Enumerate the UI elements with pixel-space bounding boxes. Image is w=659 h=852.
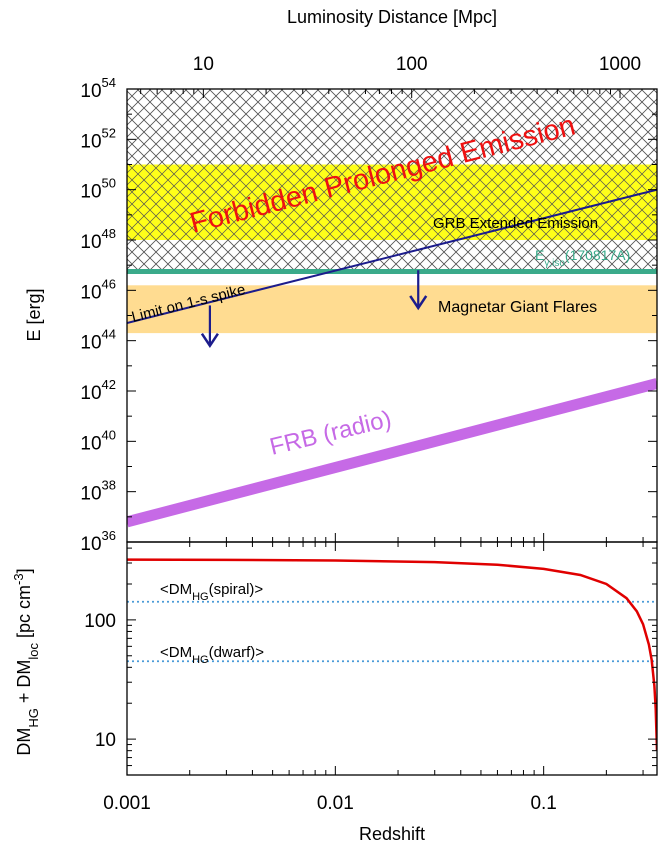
grb-extended-emission-label: GRB Extended Emission [433,215,598,232]
redshift-tick-label: 0.001 [103,793,151,814]
energy-tick-label: 1046 [80,276,116,303]
top-axis-tick-label: 100 [396,54,428,75]
energy-axis-title: E [erg] [24,288,44,341]
energy-panel: 1036 1038 1040 1042 1044 1046 1048 1050 1052 1054… [24,7,658,555]
limit-arrow-head-0 [200,333,219,348]
energy-tick-label: 1042 [80,377,116,404]
dm-spiral-label: <DMHG(spiral)> [160,581,263,603]
energy-tick-label: 1052 [80,125,116,152]
dm-lines [127,558,657,751]
band-region-2 [127,285,657,334]
energy-ticks: 1036 1038 1040 1042 1044 1046 1048 1050 1052 1054… [80,54,657,555]
dm-dwarf-label: <DMHG(dwarf)> [160,644,264,666]
top-axis-tick-label: 1000 [599,54,641,75]
energy-series [127,188,657,528]
energy-tick-label: 1050 [80,176,116,203]
redshift-tick-label: 0.01 [317,793,354,814]
redshift-axis-title: Redshift [359,824,425,844]
limit-1s-spike-line [127,188,657,325]
energy-tick-label: 1044 [80,327,116,354]
energy-tick-label: 1040 [80,427,116,454]
top-axis-title: Luminosity Distance [Mpc] [287,7,497,27]
limit-arrow-head-1 [409,295,428,311]
dm-ticks: 10 100 0.001 0.01 0.1 [84,542,657,814]
redshift-tick-label: 0.1 [530,793,556,814]
dm-tick-label: 100 [84,611,116,632]
crosshatch-overlay [127,89,657,272]
dm-curve [127,558,657,751]
dm-axis-title: DMHG + DMloc [pc cm-3] [11,568,41,755]
energy-tick-label: 1048 [80,226,116,253]
magnetar-giant-flares-label: Magnetar Giant Flares [438,299,597,316]
dm-panel: 10 100 0.001 0.01 0.1 <DMHG(spiral)> <DMHG(d… [11,541,658,844]
energy-tick-label: 1038 [80,478,116,505]
frb-radio-band [127,378,657,528]
energy-tick-label: 1036 [80,528,116,555]
limit-arrows [200,270,428,348]
energy-tick-label: 1054 [80,75,116,102]
energy-regions [127,89,657,334]
dm-plot-frame [126,541,658,776]
egamma-iso-label: Eγ,iso(170817A) [535,247,630,269]
dm-tick-label: 10 [95,730,116,751]
top-axis-tick-label: 10 [193,54,214,75]
